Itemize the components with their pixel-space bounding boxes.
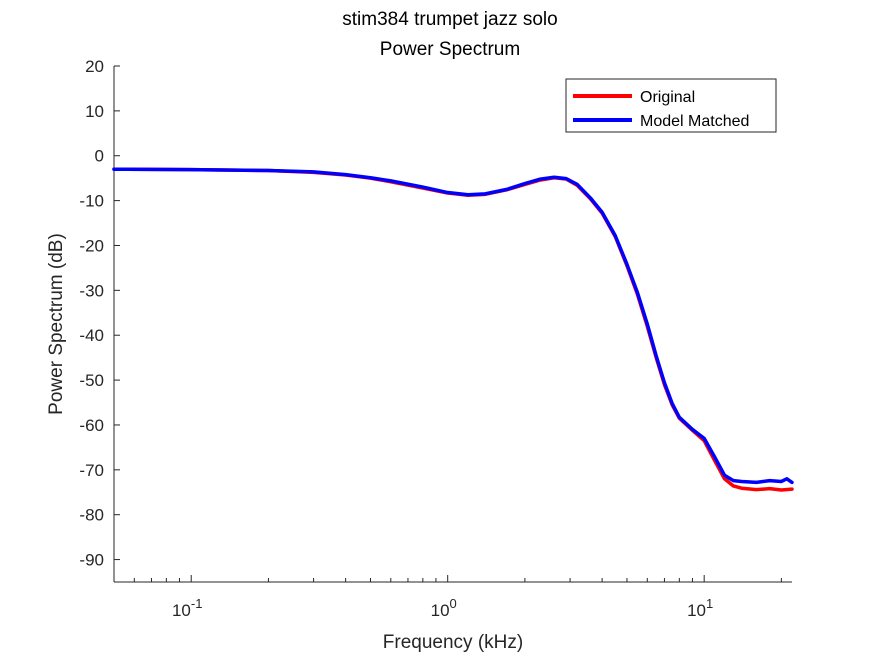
legend-entry-model-matched: Model Matched (640, 113, 749, 130)
y-tick-label: -60 (79, 416, 104, 435)
y-tick-label: -80 (79, 506, 104, 525)
legend-box (565, 78, 777, 133)
chart-title: stim384 trumpet jazz solo (342, 9, 557, 30)
y-tick-label: -40 (79, 326, 104, 345)
x-tick-label: 10-1 (172, 596, 202, 620)
y-tick-label: -70 (79, 461, 104, 480)
series-line-original (112, 167, 794, 492)
legend-entry-original: Original (640, 89, 695, 106)
series-lines (112, 167, 794, 492)
y-tick-label: 20 (85, 57, 104, 76)
chart-subtitle: Power Spectrum (380, 39, 520, 60)
x-tick-label: 100 (431, 596, 457, 620)
y-tick-label: -90 (79, 551, 104, 570)
y-tick-label: -50 (79, 371, 104, 390)
y-tick-label: -10 (79, 192, 104, 211)
x-tick-label: 101 (687, 596, 713, 620)
y-tick-label: -30 (79, 281, 104, 300)
y-tick-label: 10 (85, 102, 104, 121)
y-axis-label: Power Spectrum (dB) (46, 233, 67, 415)
y-tick-label: -20 (79, 236, 104, 255)
y-tick-label: 0 (95, 147, 104, 166)
x-axis-label: Frequency (kHz) (383, 632, 523, 653)
legend: Original Model Matched (565, 78, 777, 133)
series-line-model-matched (112, 167, 794, 485)
y-ticks: 20 10 0 -10 -20 -30 -40 -50 -60 -70 -80 -90 (79, 57, 120, 570)
